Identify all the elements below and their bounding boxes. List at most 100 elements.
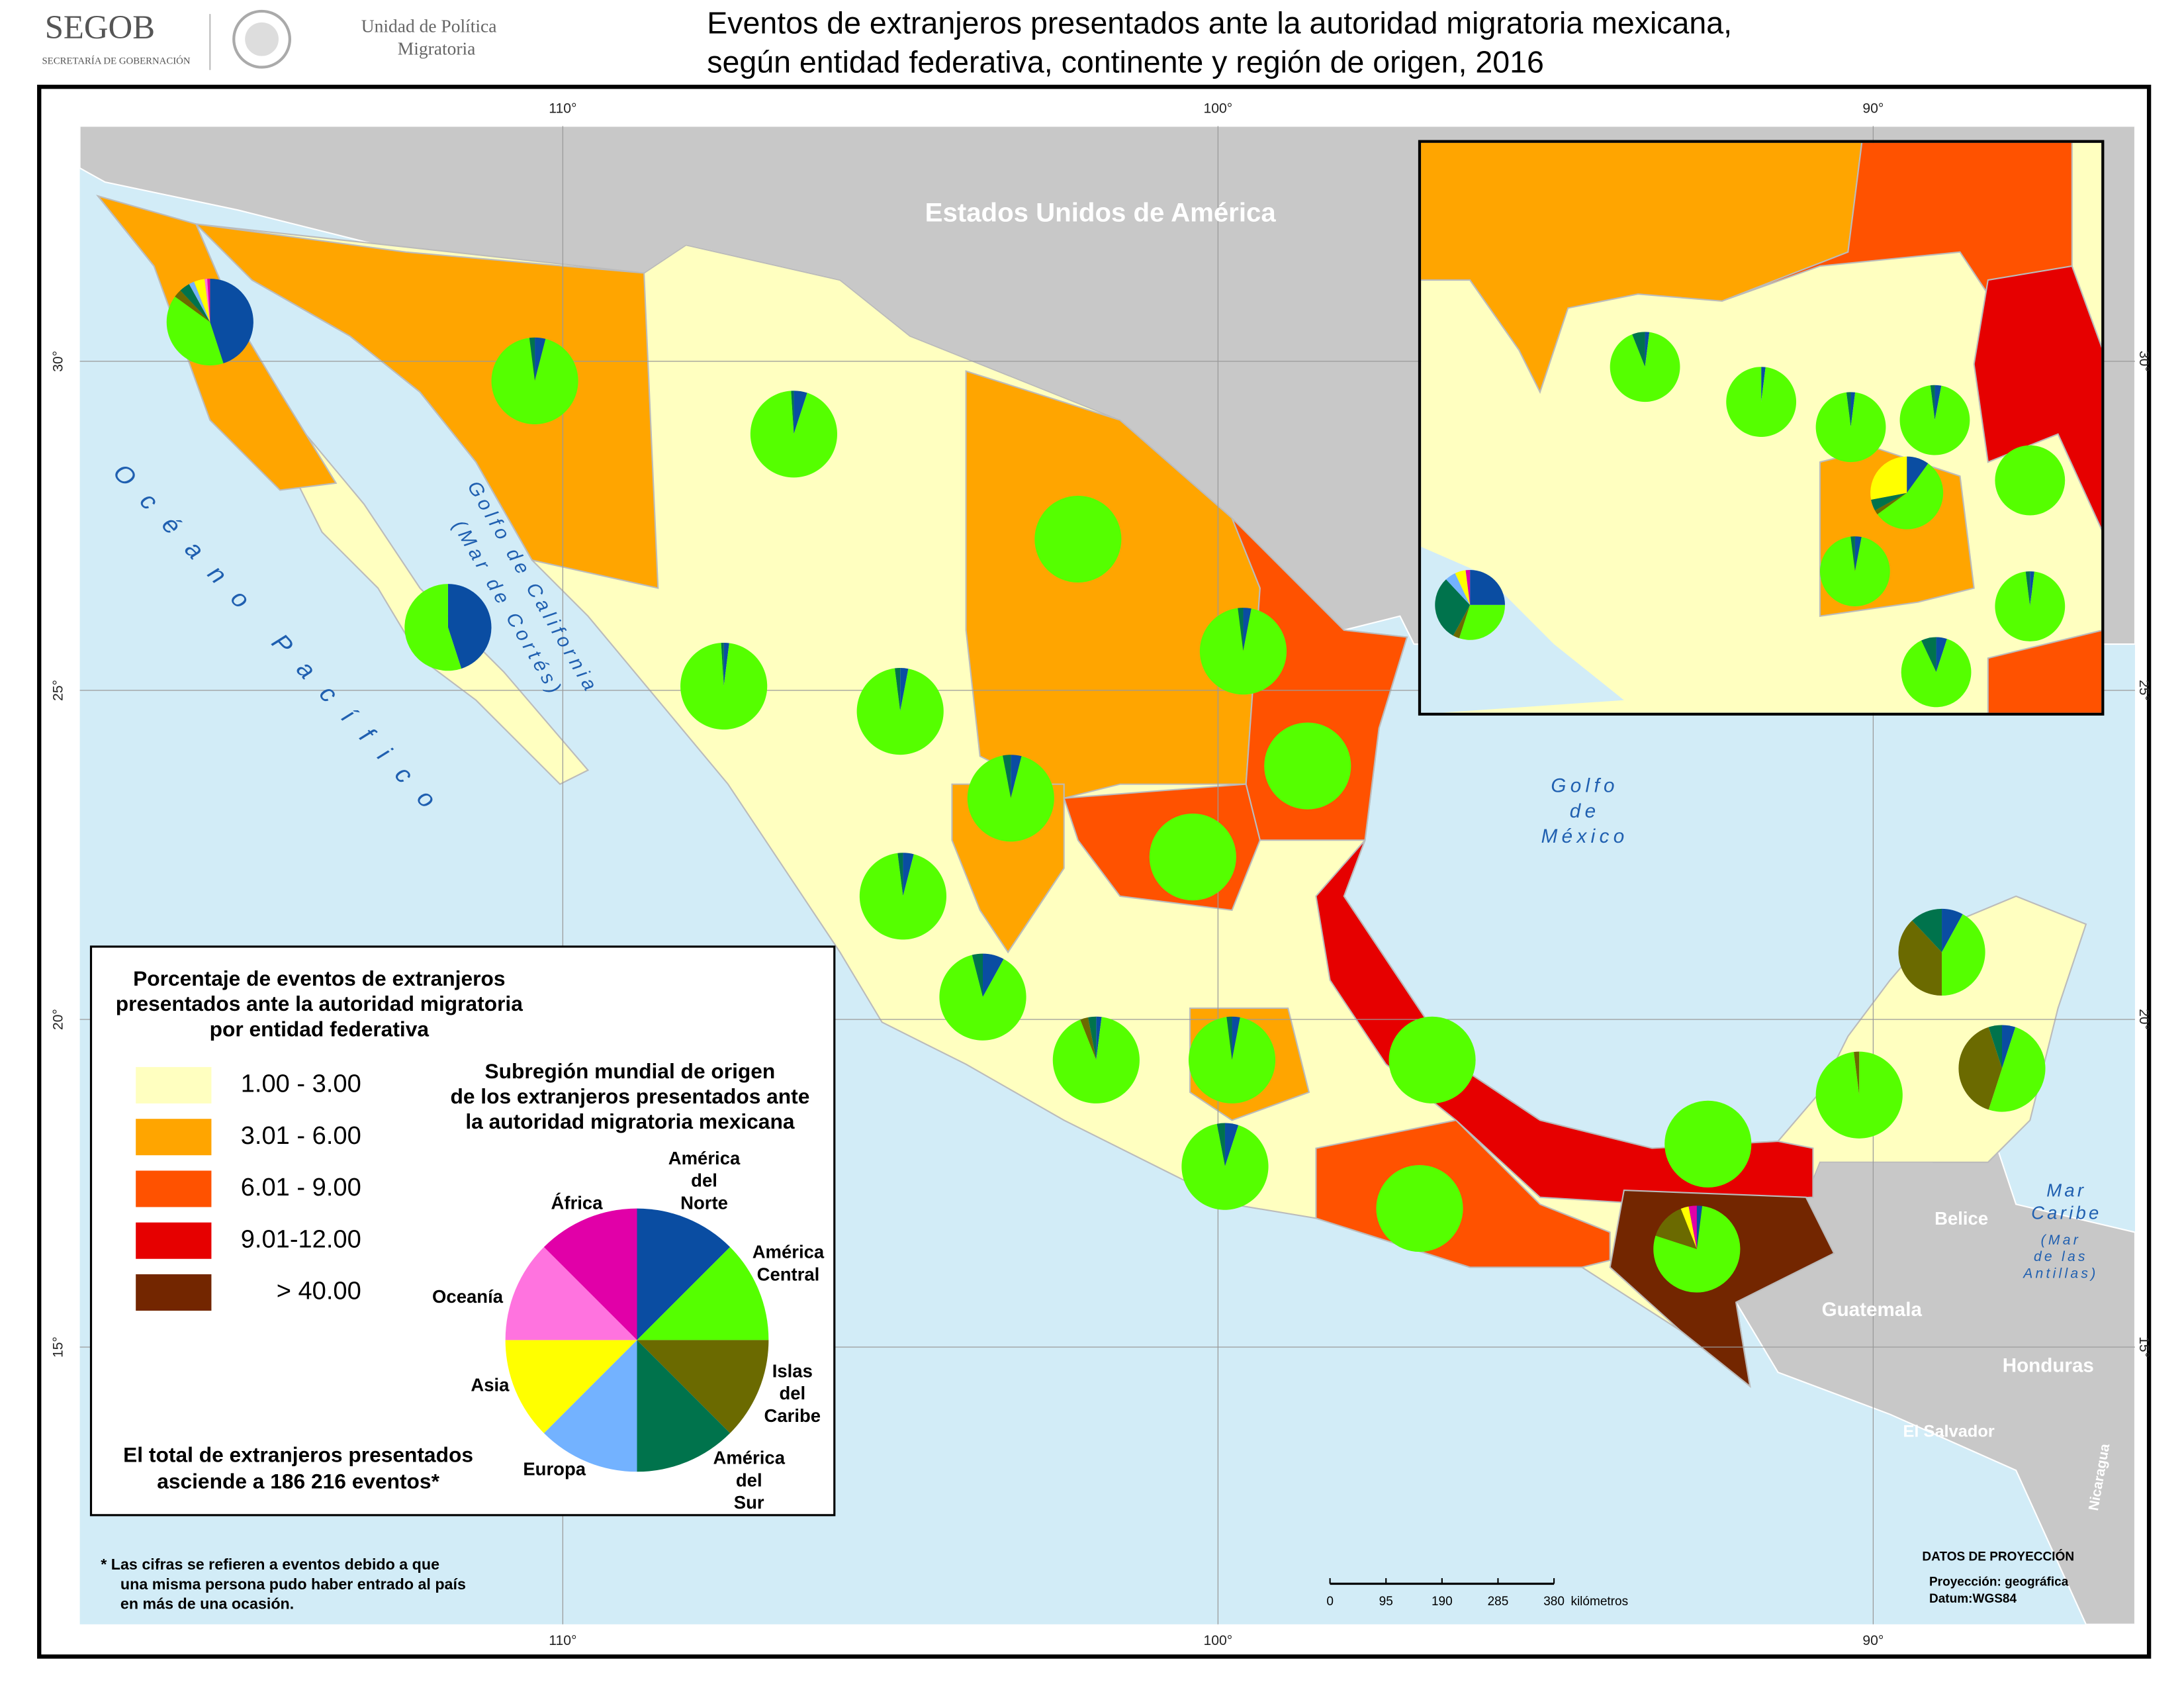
- pie-slice: [1942, 908, 1963, 953]
- legend-pie-slice: [505, 1246, 637, 1340]
- region-label: Asia: [471, 1375, 510, 1395]
- inset-pies: [1435, 332, 2066, 708]
- state: [194, 223, 659, 589]
- region-label: del: [779, 1383, 805, 1403]
- state-pie: [1199, 608, 1287, 695]
- pie-slice: [1850, 536, 1855, 572]
- pie-slice: [1899, 385, 1970, 455]
- pie-slice: [1995, 445, 2066, 516]
- pie-slice: [1238, 608, 1244, 651]
- pie-slice: [1870, 456, 1907, 500]
- pie-slice: [1243, 608, 1251, 651]
- projection-title: DATOS DE PROYECCIÓN: [1922, 1549, 2074, 1564]
- pie-slice: [1653, 1205, 1741, 1293]
- pie-slice: [1376, 1165, 1463, 1252]
- region-label: Europa: [523, 1458, 586, 1479]
- state-pie: [1610, 332, 1680, 402]
- pie-slice: [1934, 385, 1942, 420]
- state-pie: [1388, 1016, 1476, 1103]
- pie-slice: [1874, 492, 1907, 514]
- title: según entidad federativa, continente y r…: [707, 45, 1544, 79]
- legend-label: 6.01 - 9.00: [241, 1174, 361, 1201]
- state-pie: [1870, 456, 1944, 530]
- state-pie: [750, 391, 837, 478]
- pie-slice: [180, 284, 210, 322]
- state-pie: [1149, 814, 1236, 901]
- parallel-label: 30°: [2136, 351, 2152, 372]
- state-pie: [967, 755, 1054, 842]
- inset-content: [1421, 142, 2102, 713]
- pie-slice: [1846, 392, 1851, 428]
- pie-slice: [1096, 1016, 1102, 1060]
- title: Eventos de extranjeros presentados ante …: [707, 5, 1732, 40]
- pie-slice: [972, 953, 983, 998]
- state-pie: [1188, 1016, 1276, 1103]
- state-pie: [1898, 908, 1985, 996]
- region-label: del: [691, 1170, 717, 1191]
- state: [1721, 142, 2073, 302]
- state-pie: [1995, 571, 2066, 641]
- pie-slice: [1080, 1017, 1097, 1060]
- legend-swatch: [136, 1119, 212, 1156]
- pie-slice: [175, 290, 210, 322]
- region-label: Oceanía: [432, 1286, 504, 1307]
- legend-pie-slice: [505, 1340, 637, 1434]
- state-pie: [1376, 1165, 1463, 1252]
- pie-slice: [1388, 1016, 1476, 1103]
- sea-label: de las: [2034, 1249, 2088, 1264]
- state-pie: [166, 278, 253, 366]
- region-label: África: [551, 1193, 604, 1213]
- country-label: Estados Unidos de América: [925, 197, 1277, 227]
- sea-label: Caribe: [2031, 1202, 2101, 1223]
- country-label: El Salvador: [1903, 1423, 1995, 1441]
- pie-slice: [535, 337, 546, 381]
- legend-title: presentados ante la autoridad migratoria: [116, 992, 523, 1015]
- unit-name: Unidad de Política: [361, 16, 497, 36]
- pie-slice: [1988, 1025, 2002, 1069]
- projection-info: Proyección: geográfica: [1929, 1575, 2069, 1589]
- pie-slice: [1820, 536, 1890, 606]
- pie-slice: [1726, 367, 1797, 438]
- state-pie: [1181, 1123, 1269, 1210]
- legend-pie-slice: [637, 1208, 731, 1340]
- pie-slice: [1958, 1027, 2002, 1110]
- header: SEGOB SECRETARÍA DE GOBERNACIÓN Unidad d…: [42, 5, 1732, 79]
- scale-bar: 0 95 190 285 380 kilómetros: [1326, 1578, 1628, 1609]
- pie-slice: [210, 278, 253, 363]
- sea-label: de: [1570, 800, 1600, 822]
- total-note: El total de extranjeros presentados: [123, 1442, 473, 1466]
- legend-pie-slice: [637, 1246, 769, 1340]
- pie-slice: [1942, 914, 1985, 996]
- pie-slice: [903, 853, 914, 896]
- region-label: América: [752, 1242, 825, 1262]
- legend-pie-slice: [543, 1208, 637, 1340]
- pie-slice: [1988, 1027, 2046, 1112]
- parallel-label: 15°: [2136, 1336, 2152, 1358]
- pie-slice: [1815, 1051, 1903, 1139]
- pie-slice: [1226, 1016, 1232, 1060]
- scale-label: 0: [1326, 1595, 1334, 1609]
- legend-label: > 40.00: [277, 1278, 361, 1305]
- pie-slice: [1936, 637, 1947, 673]
- pie-slice: [1011, 755, 1022, 798]
- pie-slice: [1850, 392, 1856, 428]
- pie-slice: [856, 668, 944, 755]
- state-pie: [1995, 445, 2066, 516]
- pie-slice: [1664, 1100, 1752, 1188]
- scale-label: 190: [1432, 1595, 1453, 1609]
- state-pie: [1820, 536, 1890, 606]
- state-pie: [1052, 1016, 1140, 1103]
- pie-slice: [1453, 604, 1471, 639]
- state-pie: [680, 642, 768, 730]
- pie-slice: [894, 668, 901, 712]
- legend-swatch: [136, 1066, 212, 1103]
- region-label: América: [668, 1148, 741, 1168]
- parallel-label: 20°: [2136, 1009, 2152, 1030]
- state-pie: [856, 668, 944, 755]
- meridian-label: 100°: [1204, 101, 1233, 117]
- sea-label: Antillas): [2022, 1266, 2098, 1282]
- legend-label: 3.01 - 6.00: [241, 1122, 361, 1150]
- pie-slice: [1632, 332, 1645, 367]
